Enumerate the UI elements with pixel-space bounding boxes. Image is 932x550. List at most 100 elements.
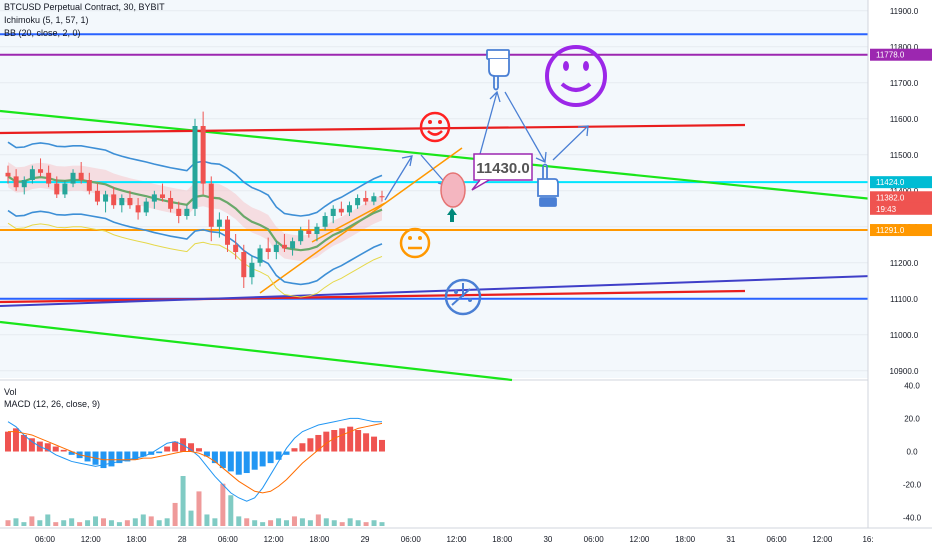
red-trendline-lower[interactable] <box>0 289 746 304</box>
arrow-head-4[interactable] <box>535 151 547 163</box>
time-axis[interactable] <box>0 528 932 550</box>
candles[interactable] <box>5 111 385 288</box>
blue-trendline[interactable] <box>0 274 901 307</box>
time-tick-label: 18:00 <box>675 535 696 544</box>
pointing-hand-up-icon[interactable] <box>537 163 559 207</box>
green-trendline-lower[interactable] <box>0 320 513 382</box>
macd-histogram-bar <box>20 434 27 452</box>
candle-body[interactable] <box>379 196 385 198</box>
candle-body[interactable] <box>249 262 255 278</box>
volume-bar <box>196 491 202 526</box>
price-axis[interactable] <box>868 0 932 528</box>
macd-histogram-bar <box>323 431 330 452</box>
arrow-head-1[interactable] <box>401 155 413 167</box>
candle-body[interactable] <box>94 190 100 202</box>
macd-axis-labels: 40.0 20.0 0.0 -20.0 -40.0 <box>903 381 922 522</box>
trend-lines[interactable] <box>0 109 932 382</box>
candle-body[interactable] <box>355 198 361 206</box>
macd-tick-label: -40.0 <box>903 514 922 523</box>
price-tag-label: 11424.0 <box>876 178 905 187</box>
volume-bar <box>132 518 138 526</box>
candle-body[interactable] <box>135 205 141 213</box>
candle-body[interactable] <box>5 172 11 177</box>
pointing-hand-down-icon[interactable] <box>486 49 510 91</box>
candle-body[interactable] <box>216 219 222 227</box>
red-trendline-upper[interactable] <box>0 123 746 135</box>
candle-body[interactable] <box>338 208 344 213</box>
price-tick-label: 11100.0 <box>890 295 918 304</box>
candle-body[interactable] <box>241 252 247 278</box>
candle-body[interactable] <box>70 172 76 184</box>
candle-body[interactable] <box>54 183 60 195</box>
indicator-ichimoku-label[interactable]: Ichimoku (5, 1, 57, 1) <box>4 15 89 25</box>
candle-body[interactable] <box>184 208 190 216</box>
arrow-up-1[interactable] <box>384 155 413 201</box>
candle-body[interactable] <box>38 169 44 173</box>
candle-body[interactable] <box>208 183 214 227</box>
blue-sad-face-icon[interactable] <box>444 278 482 316</box>
candle-body[interactable] <box>363 198 369 202</box>
candle-body[interactable] <box>346 205 352 213</box>
green-up-arrow-icon[interactable] <box>447 208 457 222</box>
pink-target-marker[interactable] <box>440 172 466 208</box>
price-tick-label: 11600.0 <box>890 115 919 124</box>
candle-body[interactable] <box>290 241 296 249</box>
arrow-up-3[interactable] <box>552 125 589 161</box>
vol-label[interactable]: Vol <box>4 387 17 397</box>
candle-body[interactable] <box>257 248 263 263</box>
macd-tick-label: 0.0 <box>906 448 918 457</box>
candle-body[interactable] <box>86 180 92 191</box>
candle-body[interactable] <box>322 216 328 227</box>
volume-bar <box>276 518 282 526</box>
price-tick-label: 11000.0 <box>890 331 919 340</box>
candle-body[interactable] <box>103 194 109 202</box>
candle-body[interactable] <box>200 126 206 184</box>
price-callout[interactable]: 11430.0 <box>471 153 533 191</box>
candle-body[interactable] <box>62 183 68 195</box>
candle-body[interactable] <box>168 198 174 209</box>
orange-neutral-face-icon[interactable] <box>399 227 431 259</box>
arrow-down-2[interactable] <box>504 91 546 163</box>
volume-bar <box>93 516 99 526</box>
macd-histogram-bar <box>5 431 11 452</box>
candle-body[interactable] <box>78 172 84 180</box>
candle-body[interactable] <box>192 126 198 209</box>
candle-body[interactable] <box>119 198 125 206</box>
candle-body[interactable] <box>330 208 336 216</box>
candle-body[interactable] <box>13 176 19 188</box>
candle-body[interactable] <box>159 194 165 198</box>
candle-body[interactable] <box>176 208 182 216</box>
macd-label[interactable]: MACD (12, 26, close, 9) <box>4 399 100 409</box>
volume-bar <box>140 514 146 526</box>
candle-body[interactable] <box>265 248 271 252</box>
arrow-head-3[interactable] <box>489 90 501 103</box>
candle-body[interactable] <box>151 194 157 202</box>
volume-bars <box>5 476 385 526</box>
macd-histogram-bar <box>299 443 306 452</box>
candle-body[interactable] <box>298 230 304 242</box>
arrow-head-5[interactable] <box>577 125 589 137</box>
candle-body[interactable] <box>233 244 239 252</box>
candle-body[interactable] <box>21 180 27 188</box>
candle-body[interactable] <box>143 201 149 213</box>
red-smiley-icon[interactable] <box>419 111 451 143</box>
green-trendline-upper[interactable] <box>0 109 932 207</box>
candle-body[interactable] <box>314 226 320 234</box>
time-tick-label: 12:00 <box>446 535 467 544</box>
time-tick-label: 12:00 <box>81 535 102 544</box>
indicator-bb-label[interactable]: BB (20, close, 2, 0) <box>4 28 81 38</box>
candle-body[interactable] <box>225 219 231 245</box>
candle-body[interactable] <box>273 244 279 252</box>
time-tick-label: 18:00 <box>309 535 330 544</box>
candle-body[interactable] <box>306 230 312 234</box>
candle-body[interactable] <box>46 172 52 184</box>
candle-body[interactable] <box>281 244 287 249</box>
volume-bar <box>371 520 377 526</box>
candle-body[interactable] <box>29 169 35 180</box>
big-smiley-icon[interactable] <box>545 45 607 107</box>
candle-body[interactable] <box>111 194 117 206</box>
orange-trendline-short[interactable] <box>311 202 386 243</box>
candle-body[interactable] <box>127 198 133 206</box>
candle-body[interactable] <box>371 196 377 202</box>
price-tag <box>870 48 932 61</box>
